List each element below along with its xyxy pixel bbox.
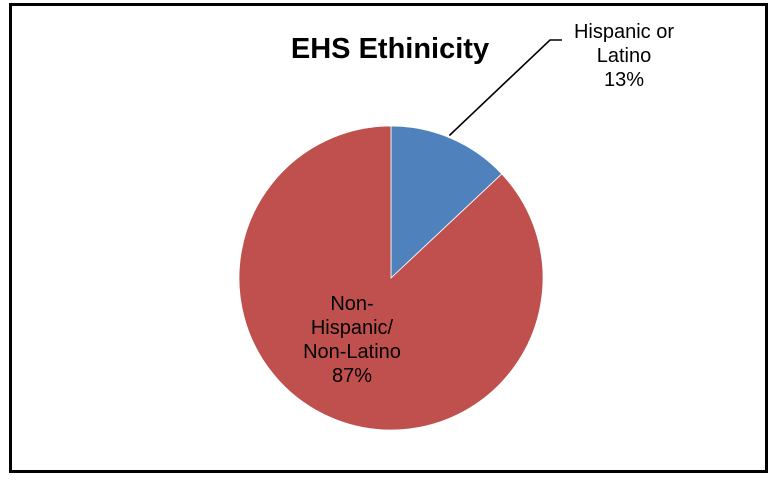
pie-slice-0 [390,125,503,279]
pie-slice-1 [238,125,544,431]
slice-label-0: Hispanic or Latino 13% [574,21,674,91]
leader-line-0 [448,39,562,137]
slices-layer [238,125,544,431]
labels-layer: Hispanic or Latino 13% Non-Hispanic/Non-Lat… [303,21,674,387]
chart-title: EHS Ethinicity [291,33,489,65]
slice-label-1: Non-Hispanic/Non-Latino 87% [303,293,401,387]
